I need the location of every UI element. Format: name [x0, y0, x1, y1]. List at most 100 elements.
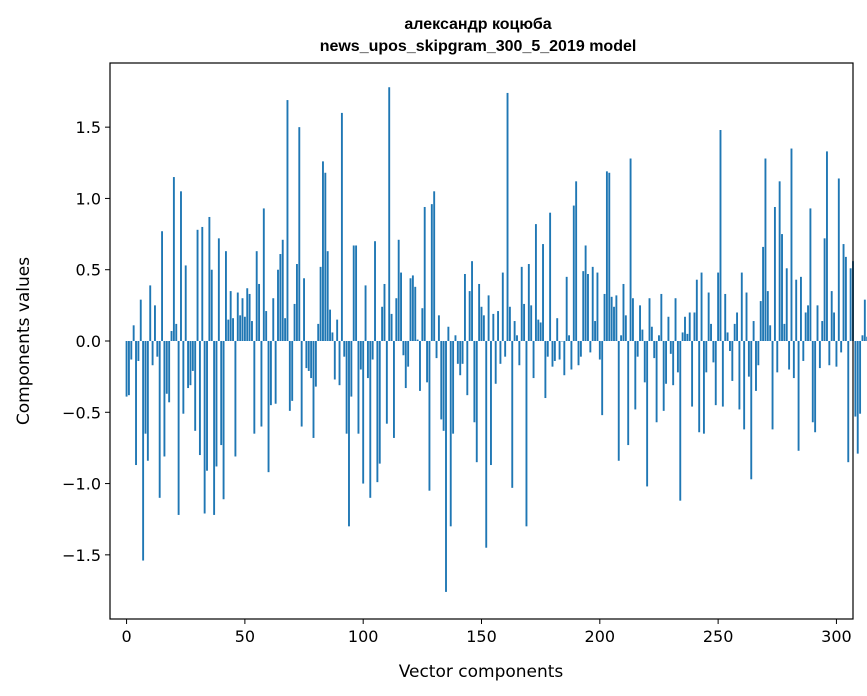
bar — [785, 268, 788, 341]
bar — [343, 341, 346, 357]
bar — [442, 341, 445, 431]
bar — [184, 265, 187, 341]
bar — [809, 208, 812, 341]
bar — [480, 306, 483, 341]
bar — [648, 298, 651, 341]
bar — [629, 158, 632, 341]
bar — [383, 283, 386, 341]
bar — [856, 341, 859, 454]
bar — [326, 251, 329, 341]
bar — [563, 341, 566, 376]
bar — [733, 323, 736, 341]
bar — [286, 100, 289, 341]
bar — [811, 341, 814, 423]
x-tick-label: 250 — [703, 627, 734, 646]
bar — [601, 341, 604, 416]
bar — [527, 264, 530, 341]
bar — [646, 341, 649, 487]
bar — [419, 341, 421, 391]
bar — [385, 341, 388, 424]
bar — [154, 305, 156, 341]
bar — [213, 341, 216, 515]
bar — [248, 293, 251, 341]
bar — [613, 306, 615, 341]
bar — [684, 316, 686, 341]
bar — [215, 341, 218, 467]
bar — [471, 261, 473, 341]
bar — [717, 272, 720, 341]
bar — [826, 151, 828, 341]
bar — [267, 341, 270, 473]
bar — [310, 341, 313, 379]
bar — [284, 318, 287, 341]
bar — [198, 341, 201, 456]
bar — [823, 238, 826, 341]
bar — [546, 341, 549, 357]
bar — [374, 241, 376, 341]
bar — [149, 285, 152, 341]
bar — [307, 341, 310, 371]
bar — [688, 312, 691, 341]
bar — [144, 341, 147, 434]
bar — [769, 325, 772, 341]
bar — [127, 341, 130, 396]
bar — [558, 341, 561, 360]
bar — [400, 272, 402, 341]
bar — [506, 92, 509, 341]
bar — [636, 341, 639, 357]
bar — [189, 341, 192, 386]
bar — [487, 295, 490, 341]
x-axis: 0 50 100 150 200 250 300 — [121, 619, 852, 646]
bar — [800, 276, 802, 341]
bar — [475, 341, 478, 463]
bar — [165, 341, 168, 394]
bar — [463, 273, 466, 341]
bar — [324, 172, 327, 341]
bar — [589, 341, 592, 353]
bar — [331, 332, 334, 341]
chart-title-line-1: александр коцюба — [404, 16, 551, 33]
bar — [724, 293, 727, 341]
bar — [707, 292, 710, 341]
bar — [459, 341, 462, 376]
bar — [350, 341, 353, 397]
bar — [146, 341, 149, 461]
bar — [206, 341, 208, 471]
bar — [833, 312, 836, 341]
bar — [676, 341, 679, 373]
bar — [622, 283, 625, 341]
bar — [691, 341, 694, 407]
bar — [191, 341, 194, 371]
bar — [272, 298, 275, 341]
bar — [426, 341, 429, 383]
bar — [172, 177, 175, 341]
bar — [544, 341, 547, 399]
bar — [291, 341, 294, 401]
bar — [447, 326, 450, 341]
bar — [454, 335, 457, 341]
bar — [303, 278, 305, 341]
bar — [655, 341, 658, 423]
bar — [288, 341, 291, 411]
bar — [274, 341, 277, 404]
bar — [416, 339, 419, 341]
bar — [714, 341, 717, 406]
bar — [551, 341, 554, 367]
bar — [840, 341, 843, 353]
bar — [596, 272, 599, 341]
bar — [251, 321, 253, 341]
bar — [255, 251, 258, 341]
bar — [776, 341, 779, 373]
bar — [591, 266, 594, 341]
bar — [359, 341, 362, 370]
bar — [336, 319, 339, 341]
bar — [317, 323, 320, 341]
bar — [239, 315, 242, 341]
bar — [201, 226, 204, 341]
bar — [627, 341, 630, 446]
bar — [492, 313, 495, 341]
bar — [542, 244, 544, 341]
x-tick-label: 50 — [235, 627, 255, 646]
bar — [177, 341, 180, 515]
bar — [752, 321, 755, 341]
